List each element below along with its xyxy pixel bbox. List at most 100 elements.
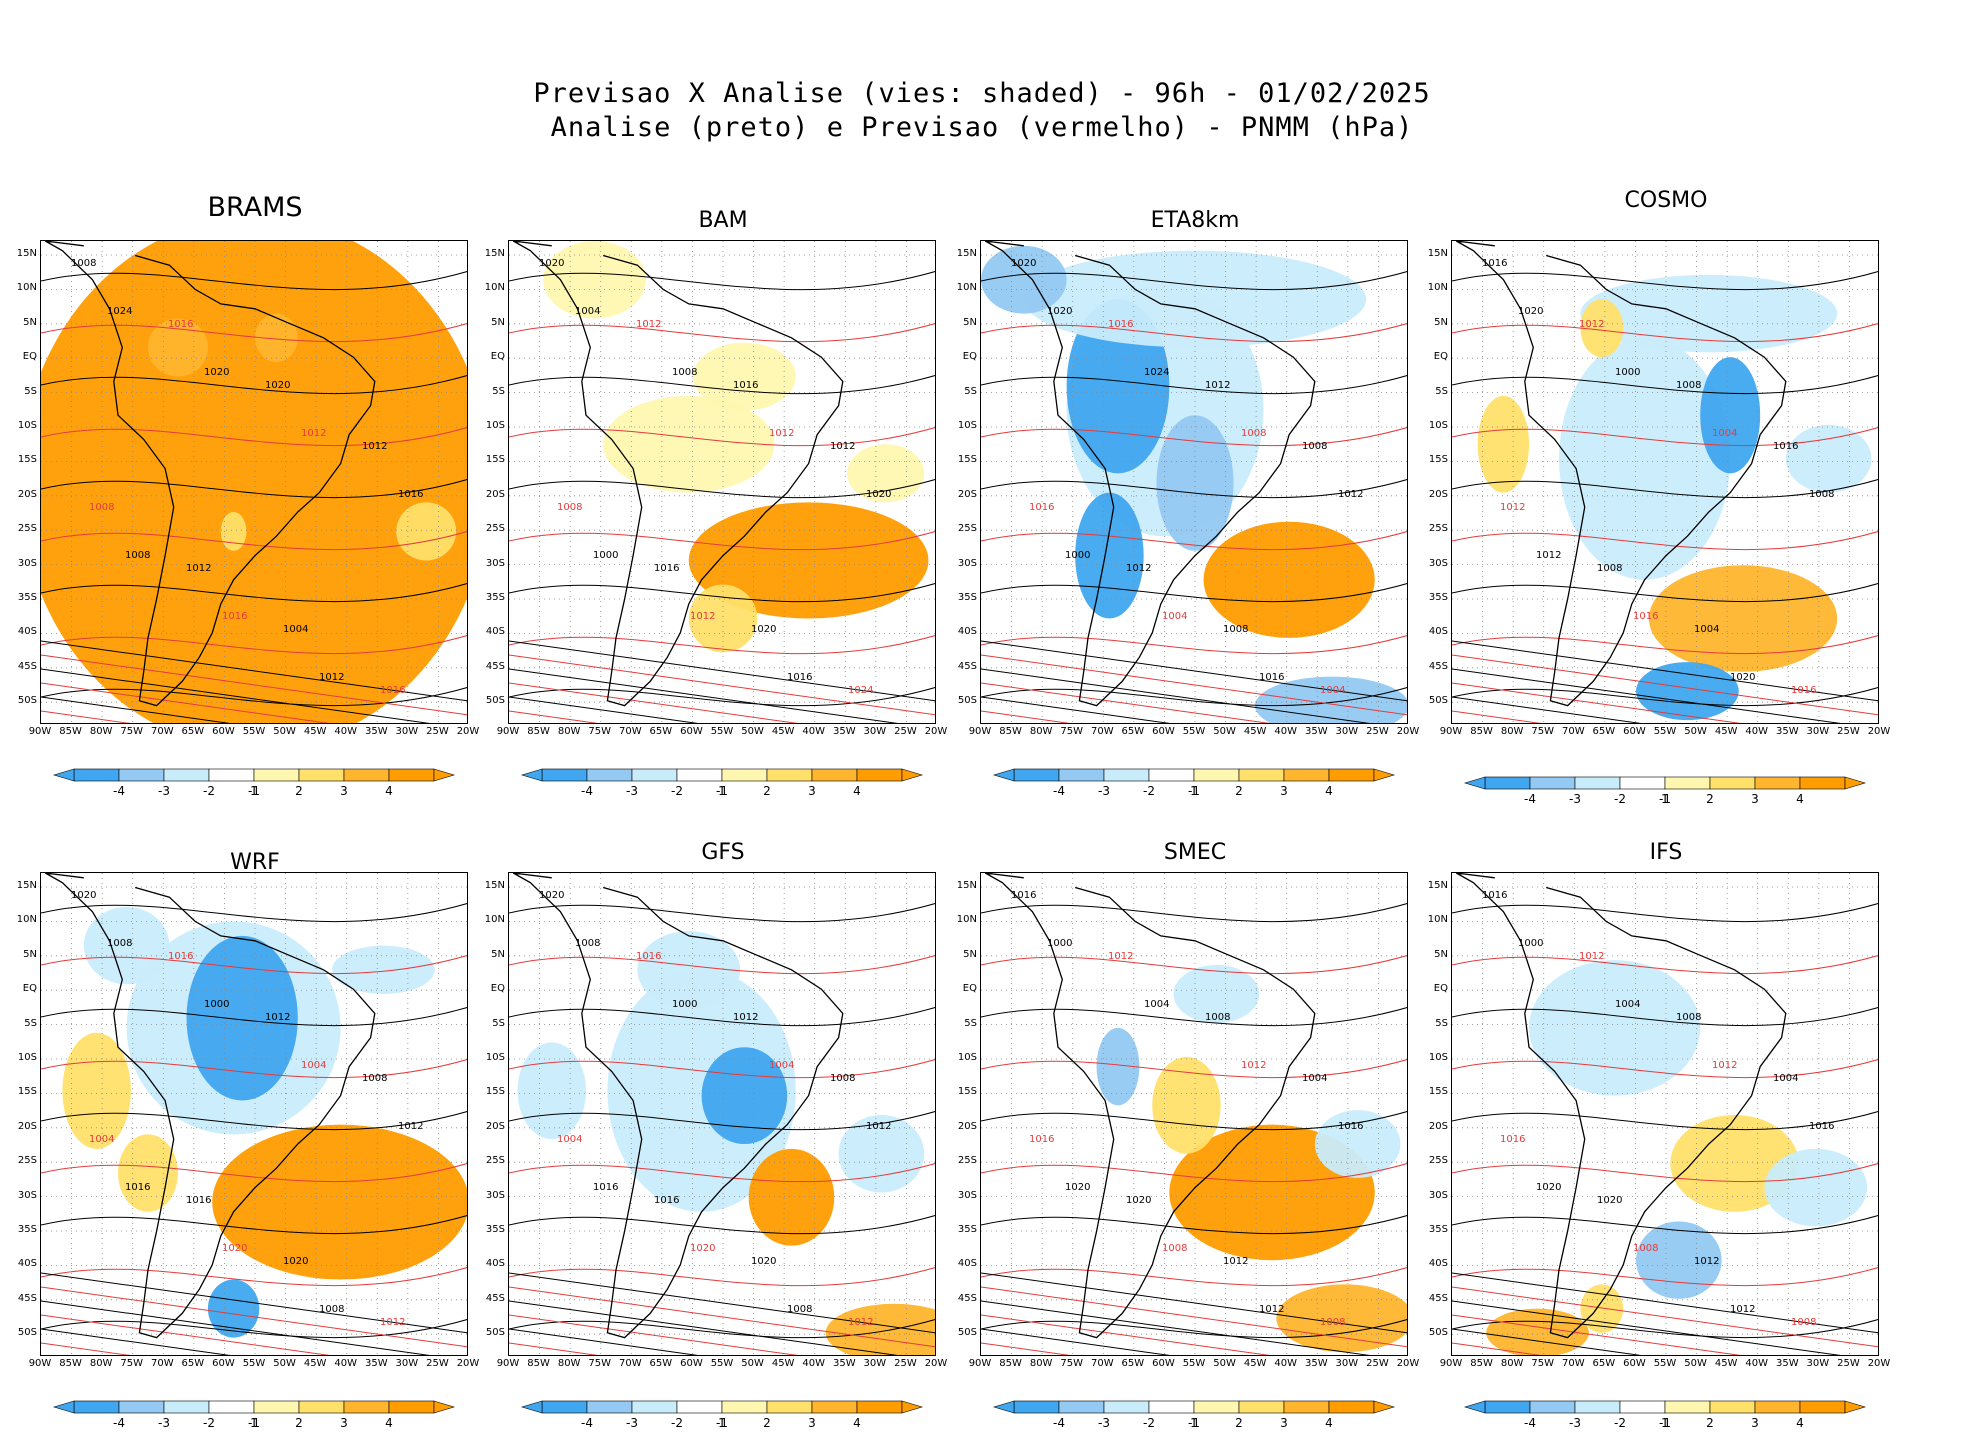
panel-title: SMEC bbox=[980, 840, 1410, 865]
longitude-tick: 40W bbox=[799, 726, 829, 737]
latitude-tick: 50S bbox=[475, 695, 505, 706]
colorbar-swatch bbox=[389, 769, 434, 781]
longitude-tick: 25W bbox=[1833, 1358, 1863, 1369]
colorbar-swatch bbox=[722, 1401, 767, 1413]
isobar-label: 1020 bbox=[1536, 1182, 1561, 1193]
isobar-label: 1004 bbox=[1773, 1073, 1798, 1084]
isobar-label: 1004 bbox=[301, 1060, 326, 1071]
longitude-tick: 75W bbox=[1057, 726, 1087, 737]
latitude-tick: EQ bbox=[1418, 983, 1448, 994]
isobar-label: 1008 bbox=[557, 502, 582, 513]
latitude-tick: 30S bbox=[7, 558, 37, 569]
isobar-label: 1012 bbox=[380, 1317, 405, 1328]
latitude-tick: 5S bbox=[475, 386, 505, 397]
isobar-label: 1008 bbox=[362, 1073, 387, 1084]
isobar-label: 1016 bbox=[380, 685, 405, 696]
colorbar-label: -3 bbox=[620, 1416, 644, 1430]
longitude-tick: 55W bbox=[707, 1358, 737, 1369]
longitude-tick: 85W bbox=[524, 726, 554, 737]
colorbar-swatch bbox=[1284, 1401, 1329, 1413]
latitude-tick: 45S bbox=[7, 661, 37, 672]
latitude-tick: 15N bbox=[1418, 880, 1448, 891]
latitude-tick: 20S bbox=[947, 489, 977, 500]
bias-shade bbox=[1152, 1057, 1220, 1154]
latitude-tick: 10N bbox=[475, 282, 505, 293]
isobar-label: 1016 bbox=[1482, 258, 1507, 269]
colorbar-label: -2 bbox=[665, 1416, 689, 1430]
isobar-label: 1000 bbox=[1615, 367, 1640, 378]
latitude-tick: 40S bbox=[947, 1258, 977, 1269]
latitude-tick: 10S bbox=[1418, 420, 1448, 431]
latitude-tick: EQ bbox=[475, 983, 505, 994]
colorbar-swatch bbox=[632, 769, 677, 781]
longitude-tick: 90W bbox=[25, 1358, 55, 1369]
colorbar-swatch bbox=[812, 1401, 857, 1413]
isobar-label: 1012 bbox=[1536, 550, 1561, 561]
latitude-tick: 15N bbox=[947, 880, 977, 891]
longitude-tick: 60W bbox=[208, 726, 238, 737]
bias-shade bbox=[1700, 357, 1760, 473]
bias-shade bbox=[1764, 1149, 1867, 1226]
longitude-tick: 75W bbox=[1057, 1358, 1087, 1369]
colorbar-swatch bbox=[1755, 1401, 1800, 1413]
colorbar-swatch bbox=[1194, 1401, 1239, 1413]
colorbar-swatch bbox=[767, 1401, 812, 1413]
bias-map: 1008101610201012100810121004101610241020… bbox=[41, 241, 468, 724]
isobar-label: 1020 bbox=[539, 258, 564, 269]
isobar-label: 1016 bbox=[654, 1195, 679, 1206]
latitude-tick: 10S bbox=[947, 420, 977, 431]
latitude-tick: 50S bbox=[475, 1327, 505, 1338]
latitude-tick: EQ bbox=[7, 983, 37, 994]
colorbar-arrow-right bbox=[1374, 769, 1394, 781]
latitude-tick: 50S bbox=[947, 1327, 977, 1338]
isobar-label: 1000 bbox=[1518, 938, 1543, 949]
latitude-tick: EQ bbox=[475, 351, 505, 362]
longitude-tick: 35W bbox=[1301, 726, 1331, 737]
longitude-tick: 85W bbox=[1467, 1358, 1497, 1369]
colorbar-swatch bbox=[74, 1401, 119, 1413]
longitude-tick: 90W bbox=[965, 1358, 995, 1369]
bias-shade bbox=[1478, 396, 1529, 493]
bias-shade bbox=[1024, 251, 1366, 348]
colorbar-swatch bbox=[587, 769, 632, 781]
longitude-tick: 25W bbox=[422, 726, 452, 737]
latitude-tick: 40S bbox=[475, 626, 505, 637]
colorbar-swatch bbox=[1104, 1401, 1149, 1413]
longitude-tick: 90W bbox=[493, 726, 523, 737]
longitude-tick: 85W bbox=[56, 1358, 86, 1369]
isobar-label: 1012 bbox=[362, 441, 387, 452]
colorbar-swatch bbox=[1620, 1401, 1665, 1413]
colorbar-label: -3 bbox=[1092, 1416, 1116, 1430]
longitude-tick: 70W bbox=[1087, 1358, 1117, 1369]
isobar-label: 1016 bbox=[636, 951, 661, 962]
isobar-label: 1016 bbox=[1259, 672, 1284, 683]
longitude-tick: 60W bbox=[1619, 726, 1649, 737]
latitude-tick: EQ bbox=[947, 351, 977, 362]
longitude-tick: 45W bbox=[768, 1358, 798, 1369]
isobar-label: 1016 bbox=[1773, 441, 1798, 452]
colorbar-swatch bbox=[1485, 777, 1530, 789]
colorbar bbox=[1463, 1400, 1873, 1414]
colorbar-swatch bbox=[857, 1401, 902, 1413]
isobar-label: 1000 bbox=[672, 999, 697, 1010]
isobar-label: 1016 bbox=[186, 1195, 211, 1206]
isobar-label: 1016 bbox=[125, 1182, 150, 1193]
isobar-label: 1012 bbox=[1694, 1256, 1719, 1267]
latitude-tick: 35S bbox=[1418, 592, 1448, 603]
latitude-tick: 5N bbox=[1418, 949, 1448, 960]
colorbar-label: 2 bbox=[1227, 784, 1251, 798]
colorbar bbox=[520, 1400, 930, 1414]
colorbar-label: -3 bbox=[1563, 1416, 1587, 1430]
colorbar-arrow-left bbox=[1465, 777, 1485, 789]
latitude-tick: 5N bbox=[7, 317, 37, 328]
colorbar-swatch bbox=[857, 769, 902, 781]
colorbar-label: 4 bbox=[1317, 1416, 1341, 1430]
latitude-tick: 15S bbox=[1418, 454, 1448, 465]
colorbar-arrow-left bbox=[994, 1401, 1014, 1413]
analysis-isobar bbox=[509, 669, 936, 724]
colorbar-swatch bbox=[344, 1401, 389, 1413]
bias-shade bbox=[41, 241, 468, 724]
colorbar bbox=[520, 768, 930, 782]
isobar-label: 1012 bbox=[265, 1012, 290, 1023]
colorbar-label: -3 bbox=[152, 1416, 176, 1430]
